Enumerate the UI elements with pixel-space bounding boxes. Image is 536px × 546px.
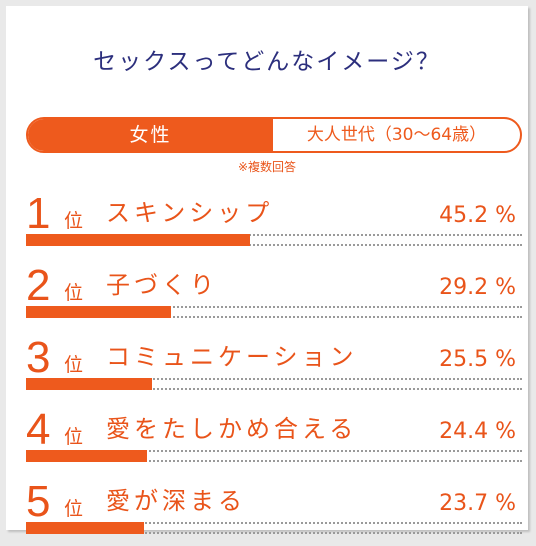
value-label: 23.7 % [439,491,516,516]
rank-unit: 位 [64,426,84,448]
value-label: 24.4 % [439,419,516,444]
rank-row-3: 3 位コミュニケーション 25.5 % [6,336,528,402]
rank-unit: 位 [64,498,84,520]
bar-3 [26,378,152,390]
bar-track [26,378,522,390]
bar-track [26,234,522,246]
bar-4 [26,450,147,462]
segment-gender: 女性 [28,119,273,151]
rank-number: 1 [26,189,51,238]
rank-row-2: 2 位子づくり 29.2 % [6,264,528,330]
rank-number: 4 [26,405,51,454]
rank-number: 2 [26,261,51,310]
bar-5 [26,522,144,534]
bar-2 [26,306,171,318]
rank-number: 3 [26,333,51,382]
category-label: コミュニケーション [106,343,358,371]
value-label: 29.2 % [439,275,516,300]
rank-number: 5 [26,477,51,526]
bar-track [26,450,522,462]
multiple-answer-note: ※複数回答 [237,160,297,174]
segment-tag: 女性 大人世代（30〜64歳） [26,117,522,153]
value-label: 45.2 % [439,203,516,228]
category-label: 愛が深まる [106,487,246,515]
category-label: 愛をたしかめ合える [106,415,358,443]
rank-unit: 位 [64,354,84,376]
rank-row-1: 1 位スキンシップ 45.2 % [6,192,528,258]
chart-title: セックスってどんなイメージ？ [93,49,441,75]
bar-track [26,522,522,534]
category-label: 子づくり [106,271,218,299]
rank-unit: 位 [64,210,84,232]
rank-unit: 位 [64,282,84,304]
value-label: 25.5 % [439,347,516,372]
bar-1 [26,234,250,246]
category-label: スキンシップ [106,199,274,227]
bar-track [26,306,522,318]
segment-age-group: 大人世代（30〜64歳） [306,125,487,145]
rank-row-4: 4 位愛をたしかめ合える 24.4 % [6,408,528,474]
rank-row-5: 5 位愛が深まる 23.7 % [6,480,528,546]
